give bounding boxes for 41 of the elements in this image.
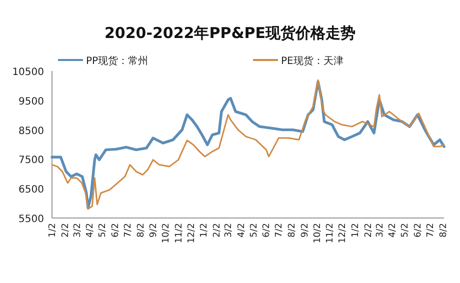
x-tick-label: 10/2 [162, 223, 172, 244]
x-tick-label: 1/2 [48, 223, 58, 238]
x-tick-label: 10/2 [312, 223, 323, 244]
x-tick-label: 7/2 [426, 223, 436, 238]
x-tick-label: 8/2 [438, 223, 449, 238]
x-tick-label: 5/2 [249, 223, 260, 238]
x-tick-label: 8/2 [136, 223, 146, 238]
x-tick-label: 2/2 [60, 223, 71, 238]
x-tick-label: 6/2 [413, 223, 424, 238]
x-tick-label: 2/2 [364, 223, 374, 238]
x-tick-label: 2/2 [212, 223, 223, 238]
x-tick-label: 6/2 [110, 223, 121, 238]
x-tick-label: 5/2 [400, 223, 411, 238]
x-tick-label: 3/2 [224, 223, 234, 238]
x-tick-label: 7/2 [123, 223, 134, 238]
x-tick-label: 4/2 [86, 223, 96, 238]
x-tick-label: 5/2 [98, 223, 108, 238]
chart-title: 2020-2022年PP&PE现货价格走势 [104, 24, 356, 42]
x-tick-label: 3/2 [72, 223, 83, 238]
x-tick-label: 11/2 [174, 223, 184, 244]
x-tick-label: 4/2 [236, 223, 247, 238]
x-tick-label: 1/2 [200, 223, 210, 238]
x-tick-label: 8/2 [288, 223, 298, 238]
x-tick-label: 12/2 [338, 223, 348, 244]
y-tick-label: 7500 [18, 155, 44, 166]
y-tick-label: 5500 [18, 214, 44, 225]
x-tick-label: 11/2 [326, 223, 336, 244]
y-tick-label: 9500 [18, 96, 44, 108]
y-tick-label: 6500 [18, 184, 44, 196]
y-tick-label: 8500 [18, 126, 44, 137]
legend-label: PP现货：常州 [86, 55, 148, 67]
x-tick-label: 9/2 [149, 223, 160, 238]
x-tick-label: 9/2 [300, 223, 310, 238]
x-tick-label: 7/2 [274, 223, 285, 238]
legend-label: PE现货：天津 [281, 55, 344, 67]
x-tick-label: 3/2 [375, 223, 386, 238]
x-tick-label: 6/2 [262, 223, 272, 238]
y-tick-label: 10500 [12, 67, 44, 78]
x-tick-label: 4/2 [388, 223, 398, 238]
x-tick-label: 12/2 [186, 223, 197, 244]
x-tick-label: 1/2 [350, 223, 361, 238]
